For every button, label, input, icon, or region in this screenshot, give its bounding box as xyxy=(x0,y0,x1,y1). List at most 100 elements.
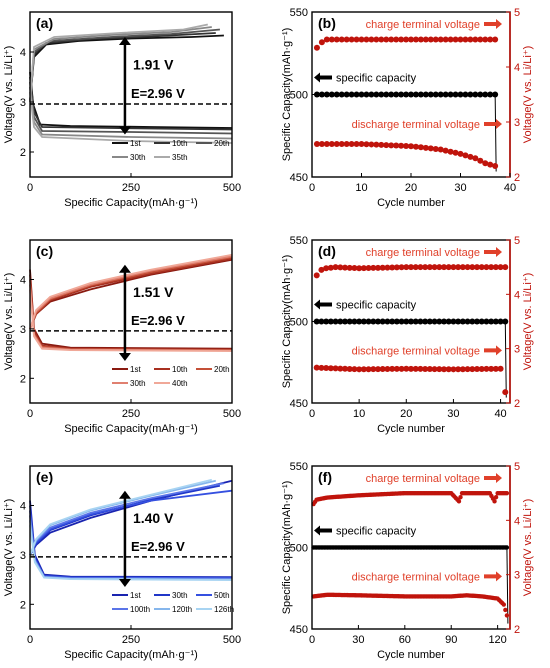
x-tick-label: 40 xyxy=(504,182,516,194)
y-tick-label-left: 550 xyxy=(290,461,308,473)
capacity-point xyxy=(467,91,474,98)
x-tick-label: 90 xyxy=(445,634,457,646)
gap-arrow-head-down xyxy=(118,126,131,135)
y-tick-label-right: 4 xyxy=(514,515,520,527)
charge-voltage-point xyxy=(452,36,459,43)
x-tick-label: 40 xyxy=(494,408,506,420)
discharge-voltage-point xyxy=(358,141,365,147)
charge-voltage-point xyxy=(469,264,476,271)
discharge-voltage-point xyxy=(313,141,320,147)
charge-voltage-point xyxy=(348,36,355,43)
capacity-point xyxy=(478,318,485,325)
capacity-point xyxy=(408,91,414,98)
charge-voltage-point xyxy=(478,264,485,271)
equilibrium-label: E=2.96 V xyxy=(131,313,185,328)
discharge-voltage-point xyxy=(356,366,363,373)
capacity-point xyxy=(487,91,494,98)
discharge-voltage-point xyxy=(379,366,386,373)
charge-voltage-point xyxy=(313,44,320,51)
discharge-voltage-point xyxy=(370,366,377,373)
discharge-label: discharge terminal voltage xyxy=(352,345,480,357)
charge-voltage-point xyxy=(383,36,390,43)
capacity-point xyxy=(427,91,434,98)
capacity-arrow xyxy=(314,525,332,536)
x-axis-label: Cycle number xyxy=(377,197,445,209)
discharge-voltage-point xyxy=(457,150,464,157)
y-tick-label-right: 2 xyxy=(514,398,520,410)
charge-voltage-point xyxy=(353,36,360,43)
discharge-voltage-point xyxy=(469,366,476,373)
x-axis-label: Specific Capacity(mAh·g⁻¹) xyxy=(64,197,198,209)
discharge-voltage-point xyxy=(332,365,339,372)
equilibrium-label: E=2.96 V xyxy=(131,539,185,554)
x-tick-label: 500 xyxy=(223,182,241,194)
legend-entry-50th: 50th xyxy=(214,591,230,600)
discharge-voltage-point xyxy=(445,366,452,373)
discharge-voltage-point xyxy=(327,365,334,372)
discharge-voltage-point xyxy=(398,365,405,372)
discharge-voltage-point xyxy=(501,602,507,607)
charge-voltage-point xyxy=(346,264,353,271)
x-tick-label: 30 xyxy=(454,182,466,194)
y-tick-label-left: 550 xyxy=(290,7,308,19)
charge-voltage-point xyxy=(389,264,396,271)
capacity-arrow xyxy=(314,299,332,310)
y-tick-label-left: 450 xyxy=(290,172,308,184)
capacity-point xyxy=(474,318,480,325)
x-tick-label: 250 xyxy=(122,408,140,420)
charge-voltage-point xyxy=(497,264,504,271)
capacity-point xyxy=(375,318,381,325)
x-tick-label: 0 xyxy=(27,634,33,646)
discharge-voltage-point xyxy=(492,365,499,372)
legend-entry-126th: 126th xyxy=(214,605,234,614)
y-axis-label-right: Voltage(V vs. Li/Li⁺) xyxy=(522,46,534,144)
discharge-curve-10th xyxy=(29,76,233,131)
x-tick-label: 120 xyxy=(488,634,506,646)
discharge-voltage-point xyxy=(393,142,400,149)
discharge-voltage-point xyxy=(398,142,405,149)
capacity-point xyxy=(452,91,459,98)
charge-voltage-point xyxy=(450,264,457,271)
panel-e: 1.40 V E=2.96 V (e) 0 250 500 2 3 4 Specific Capa… xyxy=(3,465,241,661)
capacity-point xyxy=(412,91,419,98)
capacity-point xyxy=(363,91,370,98)
charge-curve-126th xyxy=(29,478,213,556)
capacity-point xyxy=(459,318,466,325)
capacity-point xyxy=(403,318,410,325)
discharge-voltage-point xyxy=(338,141,345,147)
capacity-point xyxy=(379,318,386,325)
charge-voltage-point xyxy=(422,264,429,271)
discharge-voltage-point xyxy=(353,141,360,147)
legend-entry-100th: 100th xyxy=(130,605,150,614)
discharge-voltage-point xyxy=(467,153,474,160)
y-tick-label: 4 xyxy=(20,501,26,513)
discharge-voltage-point xyxy=(328,141,335,147)
discharge-voltage-point xyxy=(426,366,433,373)
capacity-point xyxy=(393,91,400,98)
charge-voltage-point xyxy=(474,264,480,271)
x-tick-label: 0 xyxy=(27,182,33,194)
charge-voltage-point xyxy=(403,36,410,43)
capacity-point xyxy=(482,91,489,98)
capacity-point xyxy=(348,91,355,98)
y-tick-label: 3 xyxy=(20,324,26,336)
y-tick-label: 2 xyxy=(20,147,26,159)
discharge-voltage-point xyxy=(452,149,459,156)
discharge-voltage-point xyxy=(346,365,353,372)
charge-voltage-point xyxy=(441,264,447,271)
discharge-voltage-point xyxy=(417,144,424,151)
discharge-voltage-point xyxy=(403,142,410,149)
discharge-voltage-point xyxy=(368,141,375,148)
x-tick-label: 250 xyxy=(122,634,140,646)
discharge-voltage-point xyxy=(437,146,444,153)
discharge-voltage-point xyxy=(351,366,358,373)
charge-voltage-point xyxy=(398,264,405,271)
capacity-point xyxy=(457,91,464,98)
y-tick-label-right: 5 xyxy=(514,7,520,19)
panel-f: (f) 0 30 60 90 120 450 500 550 2 3 4 5 Cycle number Sp… xyxy=(281,461,534,661)
discharge-voltage-point xyxy=(436,366,443,373)
capacity-point xyxy=(383,91,390,98)
discharge-voltage-point xyxy=(412,143,419,150)
charge-voltage-point xyxy=(488,264,495,271)
